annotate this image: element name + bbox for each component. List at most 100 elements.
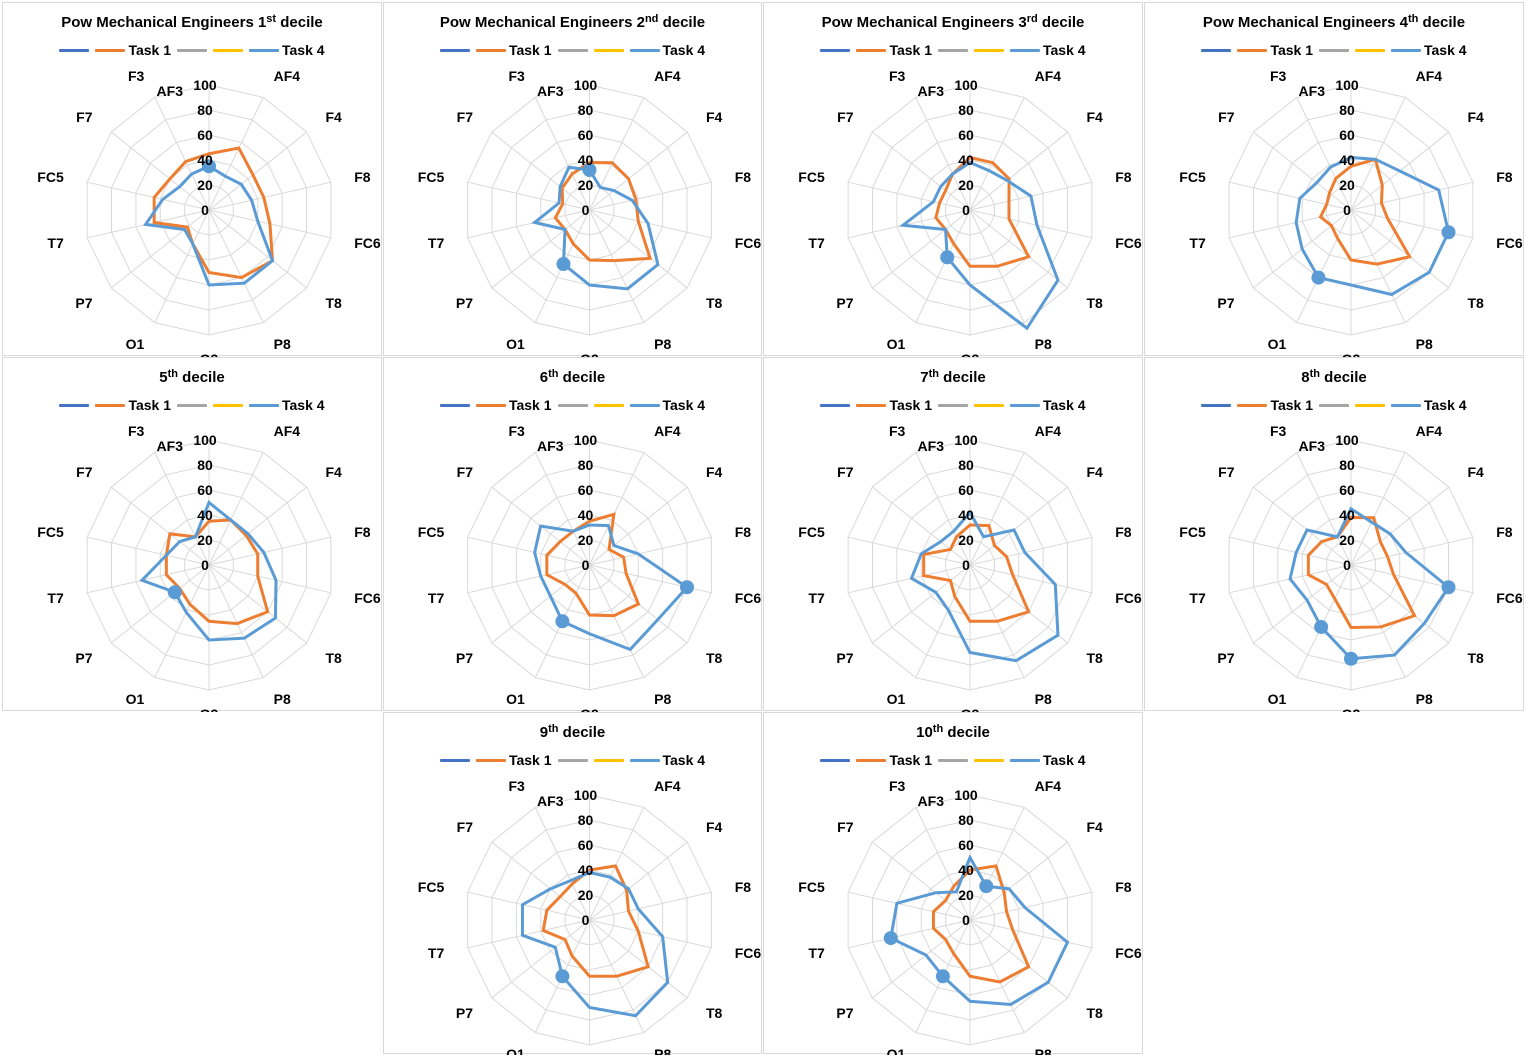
data-point-marker <box>167 585 182 600</box>
legend-item <box>1201 48 1232 52</box>
radar-chart-panel: 0 20 40 60 80 100 AF3 AF4 F4 F8 FC6 T8 P8 O2 O1 P7 T7 FC5… <box>2 2 382 357</box>
grid-spoke <box>871 564 971 644</box>
radar-plot: 020406080100AF3AF4F4F8FC6T8P8O2O1P7T7FC5… <box>418 778 762 1055</box>
category-label: FC6 <box>354 235 381 251</box>
grid-spoke <box>589 807 645 921</box>
category-label: FC6 <box>735 235 762 251</box>
radar-chart-panel: 0 20 40 60 80 100 AF3 AF4 F4 F8 FC6 T8 P8 O2 O1 P7 T7 FC5… <box>383 2 762 357</box>
legend-item <box>557 758 588 762</box>
grid-spoke <box>1296 452 1352 566</box>
category-label: AF3 <box>1299 83 1326 99</box>
grid-spoke <box>1296 97 1352 211</box>
chart-legend: Task 1 Task 4 <box>384 751 761 769</box>
grid-spoke <box>1350 486 1450 566</box>
data-point-marker <box>940 250 955 265</box>
legend-swatch <box>95 403 126 407</box>
category-label: P8 <box>1416 691 1433 707</box>
category-label: F3 <box>128 423 145 439</box>
grid-spoke <box>208 209 308 289</box>
grid-spoke <box>969 209 1092 239</box>
category-label: F7 <box>76 464 93 480</box>
grid-spoke <box>154 452 210 566</box>
series-line-task-1 <box>541 864 650 978</box>
chart-title: 7th decile <box>764 368 1142 386</box>
grid-spoke <box>110 564 210 644</box>
grid-spoke <box>915 97 971 211</box>
radar-chart-panel: 0 20 40 60 80 100 AF3 AF4 F4 F8 FC6 T8 P8 O2 O1 P7 T7 FC5… <box>763 2 1143 357</box>
legend-swatch <box>1319 48 1349 52</box>
legend-item <box>593 403 624 407</box>
title-text: decile <box>558 724 606 741</box>
category-label: F8 <box>735 524 752 540</box>
grid-spoke <box>915 209 971 323</box>
category-label: FC6 <box>735 590 762 606</box>
title-ordinal: th <box>1407 13 1419 25</box>
chart-legend: Task 1 Task 4 <box>764 751 1142 769</box>
category-label: F4 <box>1086 464 1103 480</box>
grid-spoke <box>969 891 1092 921</box>
grid-spoke <box>871 841 971 921</box>
grid-spoke <box>1350 209 1406 323</box>
tick-label: 0 <box>201 202 209 218</box>
radar-plot: 020406080100AF3AF4F4F8FC6T8P8O2O1P7T7FC5… <box>37 68 381 357</box>
tick-label: 60 <box>197 127 213 143</box>
grid-spoke <box>871 131 971 211</box>
grid-spoke <box>1252 131 1352 211</box>
legend-item <box>59 403 90 407</box>
title-text: decile <box>939 369 986 386</box>
category-label: F8 <box>735 169 752 185</box>
grid-spoke <box>208 564 331 594</box>
grid-spoke <box>208 564 308 644</box>
chart-legend: Task 1 Task 4 <box>1145 41 1523 59</box>
category-label: O2 <box>200 351 219 357</box>
data-point-marker <box>935 969 950 984</box>
category-label: T8 <box>706 650 723 666</box>
radar-plot: 020406080100AF3AF4F4F8FC6T8P8O2O1P7T7FC5… <box>1179 423 1523 712</box>
legend-swatch <box>1010 48 1040 52</box>
legend-item <box>177 48 207 52</box>
category-label: AF4 <box>654 778 681 794</box>
tick-label: 40 <box>197 507 213 523</box>
title-text: Pow Mechanical Engineers 3 <box>821 14 1027 31</box>
legend-swatch <box>1391 48 1421 52</box>
tick-label: 60 <box>197 482 213 498</box>
tick-label: 100 <box>574 77 598 93</box>
category-label: F4 <box>1086 109 1103 125</box>
category-label: O1 <box>887 336 906 352</box>
title-suffix: decile <box>658 14 706 31</box>
grid-spoke <box>154 564 210 678</box>
legend-label: Task 1 <box>889 752 932 768</box>
legend-swatch <box>938 758 968 762</box>
grid-spoke <box>589 97 645 211</box>
category-label: O2 <box>961 351 980 357</box>
legend-swatch <box>856 48 887 52</box>
grid-spoke <box>534 807 590 921</box>
category-label: F8 <box>1496 524 1513 540</box>
category-label: P7 <box>836 650 853 666</box>
grid-spoke <box>1229 209 1352 239</box>
category-label: T8 <box>1467 295 1484 311</box>
tick-label: 20 <box>1339 177 1355 193</box>
category-label: T8 <box>325 295 342 311</box>
category-label: AF4 <box>1416 423 1443 439</box>
chart-legend: Task 1 Task 4 <box>1145 396 1523 414</box>
tick-label: 20 <box>197 532 213 548</box>
legend-swatch <box>213 403 243 407</box>
legend-item <box>439 403 470 407</box>
tick-label: 100 <box>954 432 978 448</box>
tick-label: 20 <box>197 177 213 193</box>
tick-label: 20 <box>958 532 974 548</box>
grid-spoke <box>1350 97 1406 211</box>
title-number: 5 <box>159 369 168 386</box>
legend-swatch <box>177 48 207 52</box>
category-label: AF3 <box>918 793 945 809</box>
grid-spoke <box>969 564 1069 644</box>
legend-item <box>177 403 207 407</box>
legend-item <box>1355 48 1385 52</box>
data-point-marker <box>582 163 597 177</box>
category-label: O1 <box>1268 691 1287 707</box>
series-line-task-4 <box>139 500 278 642</box>
title-ordinal: th <box>928 368 940 380</box>
grid-spoke <box>589 486 688 566</box>
series-line-task-1 <box>152 146 275 280</box>
